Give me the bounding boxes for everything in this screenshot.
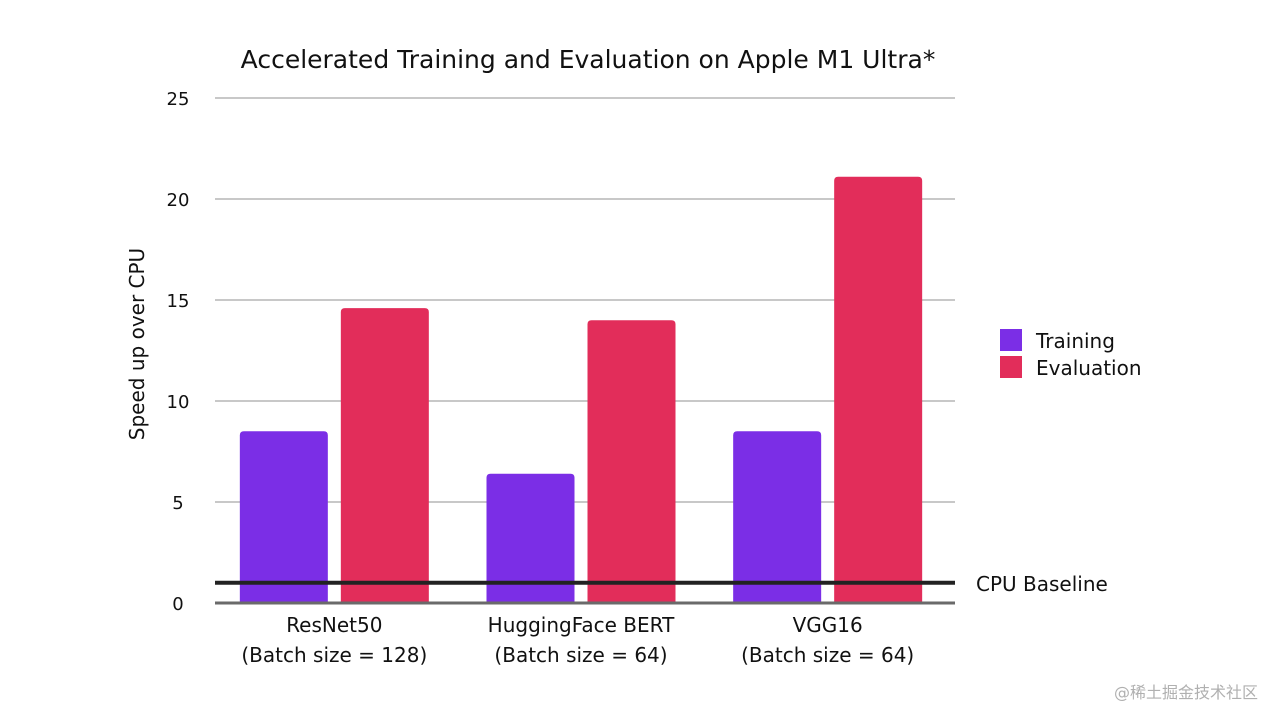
bar-training-1 <box>486 473 575 603</box>
x-category-sublabel: (Batch size = 128) <box>241 643 427 667</box>
watermark: @稀土掘金技术社区 <box>1114 683 1258 702</box>
y-tick-label: 20 <box>167 190 190 211</box>
y-tick-label: 25 <box>167 89 190 110</box>
cpu-baseline-label: CPU Baseline <box>976 572 1108 596</box>
legend-swatch-training <box>1000 329 1022 351</box>
y-tick-label: 10 <box>167 392 190 413</box>
bars <box>239 176 923 603</box>
legend: Training Evaluation <box>1000 329 1142 380</box>
x-category-sublabel: (Batch size = 64) <box>741 643 914 667</box>
bar-evaluation-2 <box>834 176 923 603</box>
y-tick-label: 5 <box>172 493 183 514</box>
bar-evaluation-0 <box>340 308 429 603</box>
bar-training-0 <box>239 431 328 603</box>
x-category-label: ResNet50 <box>286 613 382 637</box>
grid-lines <box>215 97 955 503</box>
legend-label-training: Training <box>1035 329 1115 353</box>
y-tick-label: 0 <box>172 594 183 615</box>
y-axis-label: Speed up over CPU <box>125 248 149 440</box>
x-category-label: HuggingFace BERT <box>488 613 675 637</box>
legend-swatch-evaluation <box>1000 356 1022 378</box>
x-category-sublabel: (Batch size = 64) <box>494 643 667 667</box>
y-tick-label: 15 <box>167 291 190 312</box>
x-category-labels: ResNet50 (Batch size = 128) HuggingFace BE… <box>241 613 914 667</box>
legend-label-evaluation: Evaluation <box>1036 356 1142 380</box>
y-tick-labels: 0 5 10 15 20 25 <box>167 89 190 615</box>
x-category-label: VGG16 <box>793 613 863 637</box>
bar-training-2 <box>733 431 822 603</box>
chart-title: Accelerated Training and Evaluation on A… <box>241 45 936 74</box>
bar-evaluation-1 <box>587 320 676 603</box>
